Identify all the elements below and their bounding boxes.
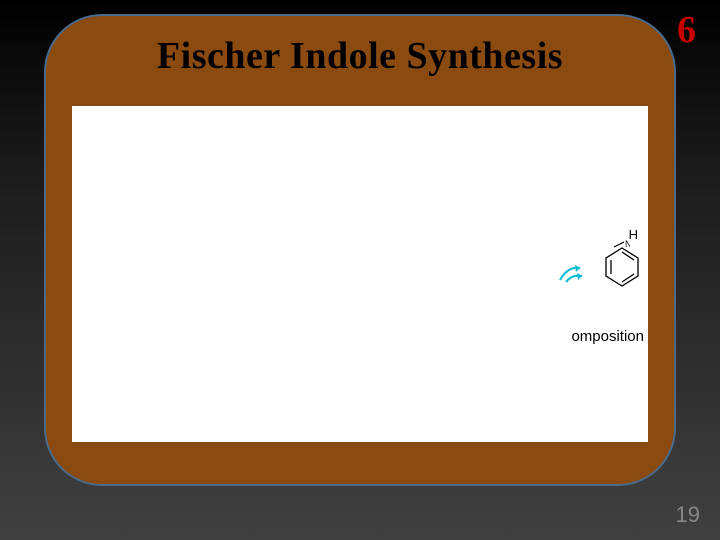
slide-title: Fischer Indole Synthesis: [46, 34, 674, 78]
page-number: 19: [676, 502, 700, 528]
corner-number: 6: [677, 8, 696, 52]
benzene-ring-icon: [602, 246, 642, 288]
chem-label-fragment: omposition: [571, 328, 644, 345]
curved-arrow-icon: [558, 262, 592, 284]
content-area: H N omposition: [72, 106, 648, 442]
chem-label-h: H: [629, 228, 638, 241]
content-card: Fischer Indole Synthesis H N omposition: [44, 14, 676, 486]
